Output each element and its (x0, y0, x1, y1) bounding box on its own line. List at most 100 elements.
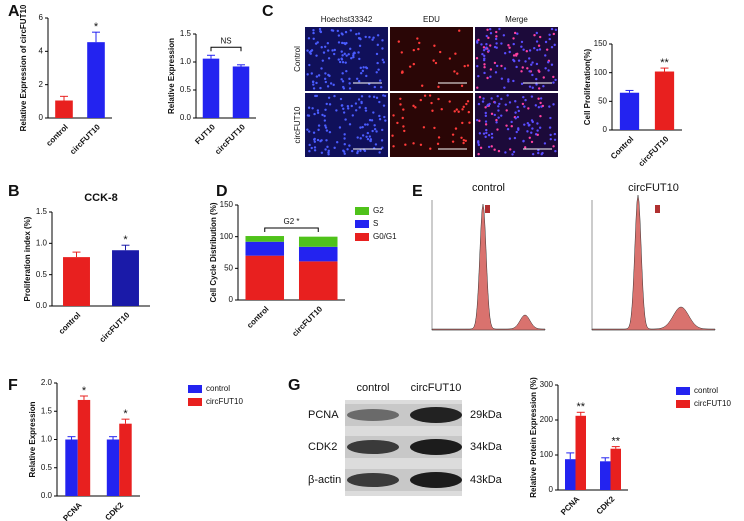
legend-swatch (355, 233, 369, 241)
cell (520, 82, 524, 86)
cell (527, 107, 530, 110)
cell (336, 29, 340, 33)
cell (505, 109, 508, 112)
cell (508, 137, 512, 140)
x-tick-label: control (245, 305, 271, 331)
cell (312, 37, 315, 40)
bar (575, 415, 586, 490)
cell (340, 104, 344, 107)
bar (619, 92, 640, 130)
cell (528, 85, 532, 88)
cell (549, 116, 552, 120)
cell (512, 79, 515, 83)
cell (496, 94, 499, 98)
cell (364, 35, 367, 39)
protein-label: CDK2 (308, 441, 337, 453)
cell (487, 133, 491, 137)
cell (324, 108, 327, 111)
cell (530, 63, 533, 66)
cell (316, 111, 320, 115)
cell (437, 97, 440, 101)
cell (338, 60, 342, 64)
cell (357, 32, 361, 35)
x-tick-label: CDK2 (103, 500, 125, 521)
bar (654, 71, 675, 130)
cell (318, 27, 322, 31)
cell (363, 123, 367, 126)
y-axis-label: Proliferation index (%) (23, 216, 32, 301)
panel-letter: D (216, 183, 228, 200)
y-axis-label: Relative Protein Expression (%) (529, 377, 538, 498)
cell (482, 46, 486, 49)
cell (458, 29, 461, 32)
cell (480, 43, 483, 46)
cell (381, 47, 384, 50)
cell (433, 44, 436, 47)
cell (528, 70, 531, 73)
size-label: 43kDa (470, 474, 503, 486)
cell (326, 145, 329, 149)
histogram (431, 203, 546, 331)
y-axis-label: Cell Proliferation(%) (583, 48, 592, 125)
cell (476, 41, 479, 44)
cell (364, 66, 368, 69)
cell (335, 109, 338, 112)
cell (537, 44, 541, 47)
cell (548, 126, 552, 129)
cell (341, 54, 344, 57)
cell (417, 47, 420, 51)
y-tick-label: 0.5 (41, 463, 53, 472)
bar-segment (298, 246, 338, 262)
cell (520, 45, 523, 48)
cell (341, 41, 344, 45)
cell (539, 101, 542, 105)
cell (377, 68, 380, 71)
legend-swatch (188, 385, 202, 393)
cell (364, 106, 367, 110)
cell (342, 87, 346, 90)
cell (340, 50, 343, 53)
bar-segment (298, 261, 338, 300)
cell (412, 104, 415, 108)
cell (500, 64, 503, 68)
cell (544, 67, 547, 70)
column-label: Hoechst33342 (321, 15, 373, 24)
cell (403, 129, 406, 133)
cell (477, 143, 481, 147)
cell (461, 108, 464, 111)
cell (506, 127, 510, 131)
cell (516, 105, 519, 109)
cell (325, 102, 328, 106)
cell (547, 69, 550, 72)
cell (485, 128, 488, 132)
micrograph (475, 93, 558, 157)
cell (359, 72, 363, 75)
bar (106, 439, 120, 496)
cell (498, 27, 501, 31)
cell (535, 40, 539, 43)
cell (376, 61, 379, 65)
cell (527, 124, 531, 127)
cell (320, 67, 323, 70)
bracket (210, 46, 242, 52)
cell (552, 81, 555, 84)
cell (530, 140, 534, 144)
cell (366, 123, 369, 126)
cell (375, 71, 378, 74)
cell (515, 54, 518, 57)
cell (358, 106, 361, 109)
cell (548, 33, 551, 36)
cell (340, 32, 343, 35)
legend-swatch (676, 400, 690, 408)
cell (316, 41, 319, 44)
cell (466, 64, 470, 67)
cell (316, 138, 320, 142)
panel-letter: G (288, 377, 300, 394)
y-tick-label: 0.5 (180, 85, 192, 94)
cell (307, 37, 311, 40)
cell (550, 27, 554, 31)
cell (346, 148, 349, 151)
cell (421, 84, 424, 87)
cell (468, 121, 471, 124)
cell (494, 37, 498, 41)
